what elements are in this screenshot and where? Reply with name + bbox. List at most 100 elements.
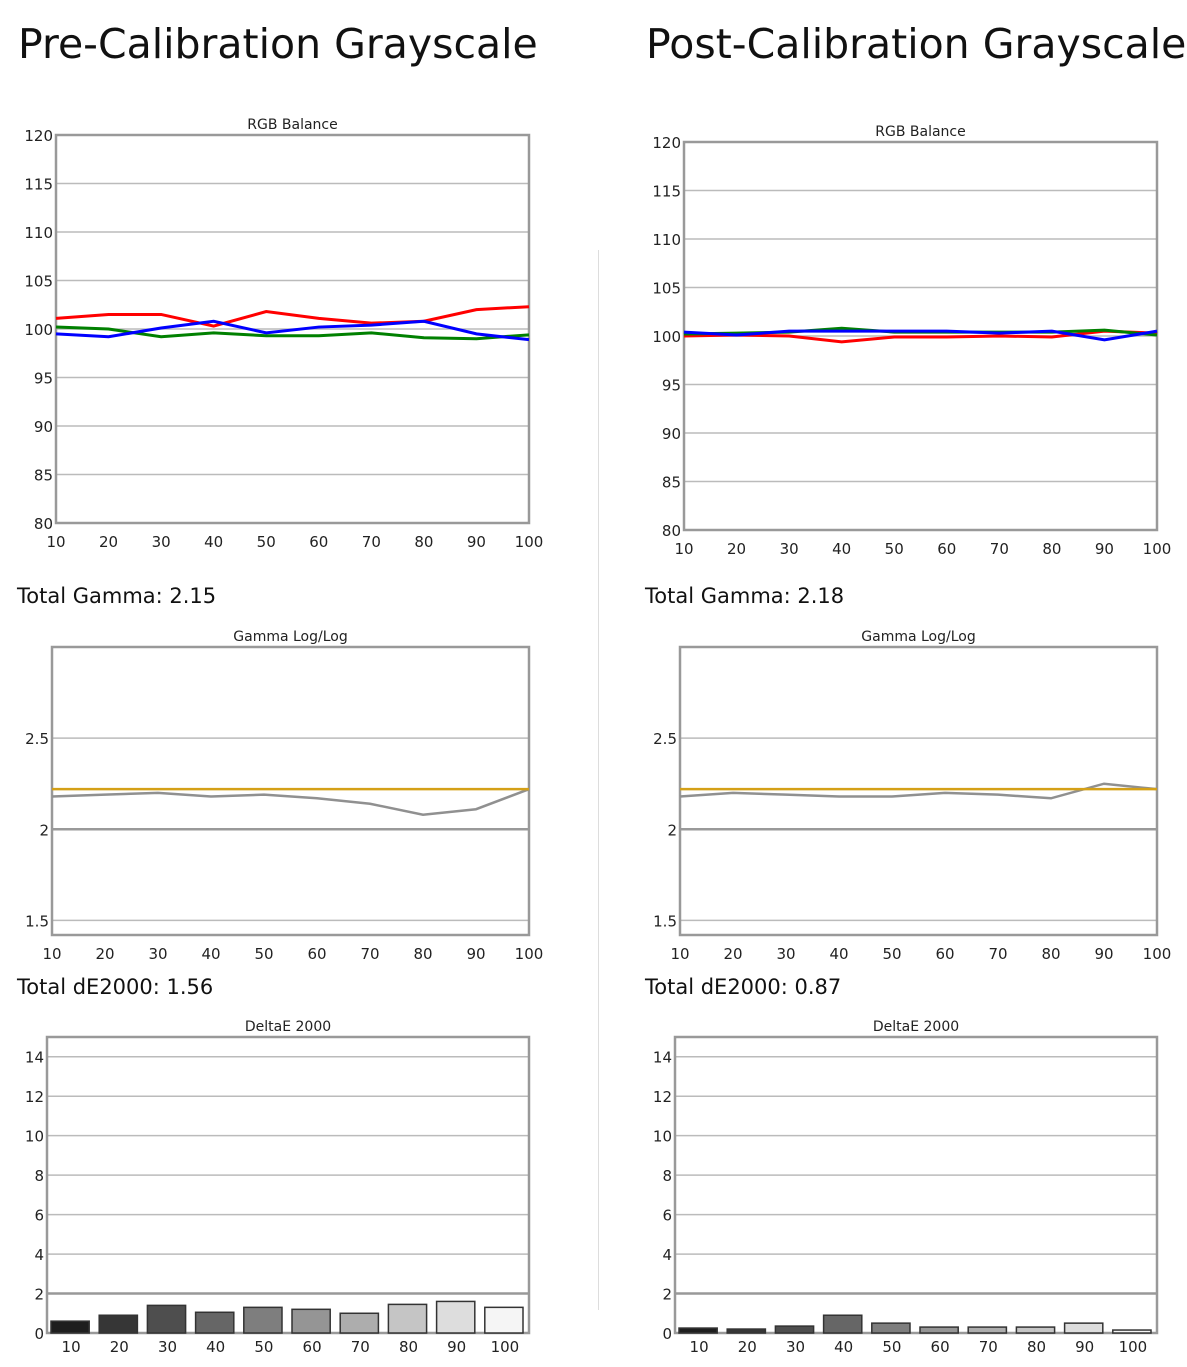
pre-rgb-frame (54, 133, 531, 525)
pre-de-bar (146, 1304, 187, 1334)
post-de-bar (678, 1327, 718, 1334)
pre-de-xtick: 100 (491, 1338, 520, 1356)
post-rgb-ytick: 100 (652, 328, 681, 346)
post-de-xtick: 80 (1027, 1338, 1046, 1356)
post-rgb-ytick: 90 (662, 425, 681, 443)
pre-gamma-xtick: 10 (42, 945, 61, 963)
post-rgb-ytick: 110 (652, 231, 681, 249)
post-rgb-ytick: 80 (662, 522, 681, 540)
post-gamma-ytick: 2.5 (653, 730, 677, 748)
pre-rgb-xtick: 80 (414, 533, 433, 551)
post-total-de: Total dE2000: 0.87 (645, 975, 842, 999)
pre-de-xtick: 90 (447, 1338, 466, 1356)
pre-rgb-ytick: 90 (34, 418, 53, 436)
post-de-ytick: 6 (662, 1207, 672, 1225)
pre-rgb-ytick: 105 (24, 273, 53, 291)
pre-rgb-ytick: 115 (24, 176, 53, 194)
post-de-xtick: 60 (931, 1338, 950, 1356)
post-gamma-ytick: 1.5 (653, 912, 677, 930)
post-gamma-series-gamma (679, 782, 1158, 800)
post-de-title: DeltaE 2000 (873, 1019, 959, 1035)
pre-gamma-xtick: 100 (515, 945, 544, 963)
post-de-ytick: 14 (653, 1049, 672, 1067)
pre-rgb-xtick: 50 (257, 533, 276, 551)
pre-de-frame (45, 1035, 531, 1335)
post-de-ytick: 10 (653, 1128, 672, 1146)
pre-de-xtick: 30 (158, 1338, 177, 1356)
pre-rgb-ytick: 95 (34, 370, 53, 388)
pre-rgb-ytick: 80 (34, 515, 53, 533)
pre-de-xtick: 50 (254, 1338, 273, 1356)
pre-de-title: DeltaE 2000 (245, 1019, 331, 1035)
post-de-xtick: 20 (738, 1338, 757, 1356)
pre-de-ytick: 8 (34, 1167, 44, 1185)
post-rgb-ytick: 120 (652, 134, 681, 152)
pre-gamma-series-gamma (51, 788, 530, 816)
post-gamma-xtick: 10 (670, 945, 689, 963)
post-gamma-ytick: 2 (667, 821, 677, 839)
post-de-ytick: 8 (662, 1167, 672, 1185)
post-rgb-ytick: 115 (652, 183, 681, 201)
post-rgb-xtick: 40 (832, 540, 851, 558)
pre-de-bar (194, 1311, 235, 1334)
pre-de-xtick: 80 (399, 1338, 418, 1356)
post-de-bar (919, 1326, 959, 1334)
pre-gamma-frame (50, 645, 531, 937)
pre-gamma-ytick: 2 (39, 821, 49, 839)
post-rgb-title: RGB Balance (875, 124, 965, 140)
pre-de-xtick: 70 (351, 1338, 370, 1356)
pre-rgb-ytick: 110 (24, 224, 53, 242)
pre-gamma-title: Gamma Log/Log (233, 629, 347, 645)
post-rgb-ytick: 95 (662, 377, 681, 395)
pre-rgb-xtick: 60 (309, 533, 328, 551)
pre-de-xtick: 40 (206, 1338, 225, 1356)
post-de-ytick: 0 (662, 1325, 672, 1343)
post-de-xtick: 90 (1075, 1338, 1094, 1356)
pre-gamma-xtick: 30 (148, 945, 167, 963)
pre-de-xtick: 20 (110, 1338, 129, 1356)
post-rgb-xtick: 90 (1095, 540, 1114, 558)
pre-gamma-xtick: 20 (95, 945, 114, 963)
pre-rgb-xtick: 90 (467, 533, 486, 551)
divider (598, 250, 599, 1310)
post-de-xtick: 10 (690, 1338, 709, 1356)
pre-gamma-ytick: 2.5 (25, 730, 49, 748)
pre-rgb-series-red (55, 305, 530, 328)
post-rgb-xtick: 100 (1143, 540, 1172, 558)
post-de-bar (822, 1314, 863, 1334)
post-gamma-xtick: 60 (935, 945, 954, 963)
pre-rgb-ytick: 120 (24, 127, 53, 145)
pre-gamma-xtick: 90 (466, 945, 485, 963)
pre-de-bar (291, 1308, 331, 1334)
pre-rgb-xtick: 10 (46, 533, 65, 551)
post-de-ytick: 2 (662, 1286, 672, 1304)
pre-rgb-xtick: 100 (515, 533, 544, 551)
pre-rgb-ytick: 100 (24, 321, 53, 339)
pre-rgb-xtick: 40 (204, 533, 223, 551)
post-de-xtick: 40 (834, 1338, 853, 1356)
post-de-bar (1015, 1326, 1056, 1334)
pre-de-ytick: 2 (34, 1286, 44, 1304)
pre-de-xtick: 10 (62, 1338, 81, 1356)
pre-de-bar (387, 1303, 428, 1334)
pre-de-bar (339, 1312, 380, 1334)
post-de-ytick: 12 (653, 1088, 672, 1106)
post-gamma-xtick: 70 (988, 945, 1007, 963)
pre-rgb-series-blue (55, 319, 530, 342)
pre-de-ytick: 6 (34, 1207, 44, 1225)
pre-de-bar (98, 1314, 139, 1334)
post-rgb-xtick: 30 (780, 540, 799, 558)
pre-gamma-xtick: 80 (413, 945, 432, 963)
pre-rgb-title: RGB Balance (247, 117, 337, 133)
pre-de-bar (435, 1300, 476, 1334)
post-gamma-xtick: 20 (723, 945, 742, 963)
pre-rgb-ytick: 85 (34, 467, 53, 485)
post-de-xtick: 30 (786, 1338, 805, 1356)
pre-gamma-xtick: 40 (201, 945, 220, 963)
pre-total-gamma: Total Gamma: 2.15 (17, 584, 217, 608)
pre-gamma-xtick: 70 (360, 945, 379, 963)
post-rgb-xtick: 20 (727, 540, 746, 558)
pre-de-ytick: 14 (25, 1049, 44, 1067)
post-de-bar (967, 1326, 1008, 1334)
